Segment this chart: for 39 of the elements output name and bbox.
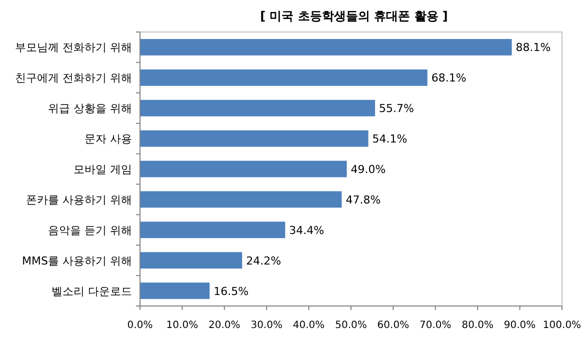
bar (140, 130, 368, 147)
data-label: 49.0% (350, 163, 386, 176)
y-tick-label: 부모님께 전화하기 위해 (15, 41, 132, 54)
y-tick-label: MMS를 사용하기 위해 (22, 254, 132, 268)
data-label: 55.7% (379, 102, 414, 116)
bar (140, 191, 342, 208)
x-tick-label: 90.0% (504, 320, 536, 331)
data-label: 88.1% (516, 41, 551, 54)
x-tick-label: 30.0% (250, 320, 282, 331)
bar (140, 69, 428, 86)
data-label: 24.2% (246, 254, 282, 268)
x-tick-label: 10.0% (166, 320, 198, 331)
data-label: 34.4% (289, 224, 324, 237)
x-tick-label: 60.0% (377, 320, 410, 331)
x-tick-label: 40.0% (292, 320, 325, 331)
y-tick-label: 폰카를 사용하기 위해 (26, 193, 132, 206)
data-label: 68.1% (431, 72, 466, 85)
x-tick-label: 70.0% (420, 320, 452, 331)
bar (140, 100, 376, 116)
bar (140, 39, 512, 56)
y-tick-label: 벨소리 다운로드 (52, 284, 132, 298)
data-label: 16.5% (214, 284, 249, 298)
chart-title: [ 미국 초등학생들의 휴대폰 활용 ] (260, 9, 448, 23)
x-tick-label: 0.0% (127, 320, 153, 331)
x-tick-label: 80.0% (462, 320, 494, 331)
bar (140, 282, 210, 299)
bar (140, 222, 286, 238)
y-tick-label: 모바일 게임 (74, 163, 132, 176)
y-tick-label: 친구에게 전화하기 위해 (15, 72, 132, 85)
y-tick-label: 위급 상황을 위해 (48, 102, 132, 116)
data-label: 54.1% (372, 132, 408, 146)
bar (140, 252, 242, 269)
y-tick-label: 음악을 듣기 위해 (48, 224, 132, 237)
x-tick-label: 20.0% (208, 320, 240, 331)
data-label: 47.8% (346, 193, 381, 206)
x-tick-label: 50.0% (335, 320, 367, 331)
x-tick-label: 100.0% (542, 320, 582, 331)
y-tick-label: 문자 사용 (84, 132, 132, 146)
bar (140, 160, 347, 178)
